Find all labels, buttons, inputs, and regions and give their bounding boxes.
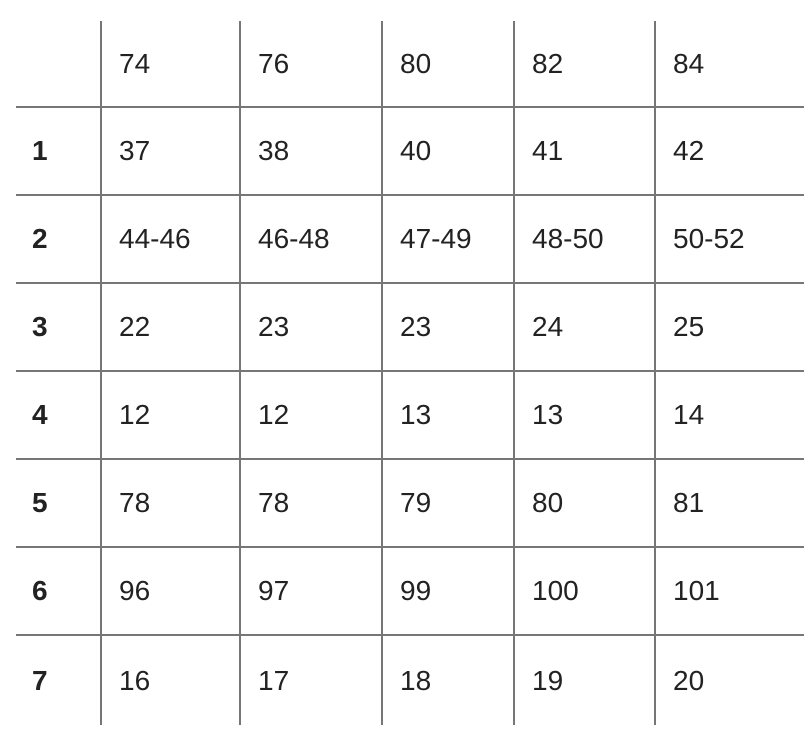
table-cell: 44-46 <box>102 196 241 284</box>
table-cell: 38 <box>241 108 383 196</box>
table-cell: 19 <box>515 636 656 725</box>
table-cell: 23 <box>241 284 383 372</box>
row-header-cell: 2 <box>16 196 102 284</box>
table-cell: 80 <box>515 460 656 548</box>
row-header-cell: 7 <box>16 636 102 725</box>
header-cell: 82 <box>515 21 656 108</box>
table-cell: 46-48 <box>241 196 383 284</box>
table-cell: 78 <box>241 460 383 548</box>
header-cell <box>16 21 102 108</box>
table-cell: 100 <box>515 548 656 636</box>
row-header-cell: 5 <box>16 460 102 548</box>
table-cell: 48-50 <box>515 196 656 284</box>
header-cell: 80 <box>383 21 515 108</box>
table-cell: 12 <box>102 372 241 460</box>
table-cell: 17 <box>241 636 383 725</box>
row-header-cell: 1 <box>16 108 102 196</box>
size-table: 74 76 80 82 84 1 37 38 40 41 42 2 44-46 46-48 47-49 48-… <box>16 21 804 725</box>
table-cell: 25 <box>656 284 804 372</box>
table-cell: 42 <box>656 108 804 196</box>
table-cell: 13 <box>383 372 515 460</box>
table-cell: 41 <box>515 108 656 196</box>
header-cell: 84 <box>656 21 804 108</box>
table-cell: 13 <box>515 372 656 460</box>
table-cell: 79 <box>383 460 515 548</box>
table-cell: 99 <box>383 548 515 636</box>
table-cell: 47-49 <box>383 196 515 284</box>
table-cell: 40 <box>383 108 515 196</box>
table-cell: 14 <box>656 372 804 460</box>
table-cell: 22 <box>102 284 241 372</box>
row-header-cell: 3 <box>16 284 102 372</box>
row-header-cell: 4 <box>16 372 102 460</box>
table-cell: 78 <box>102 460 241 548</box>
table-cell: 23 <box>383 284 515 372</box>
header-cell: 76 <box>241 21 383 108</box>
table-cell: 81 <box>656 460 804 548</box>
table-cell: 18 <box>383 636 515 725</box>
table-cell: 37 <box>102 108 241 196</box>
header-cell: 74 <box>102 21 241 108</box>
table-cell: 96 <box>102 548 241 636</box>
table-cell: 97 <box>241 548 383 636</box>
table-cell: 24 <box>515 284 656 372</box>
table-cell: 16 <box>102 636 241 725</box>
row-header-cell: 6 <box>16 548 102 636</box>
table-cell: 50-52 <box>656 196 804 284</box>
table-cell: 20 <box>673 664 705 696</box>
table-cell: 101 <box>656 548 804 636</box>
table-cell: 12 <box>241 372 383 460</box>
